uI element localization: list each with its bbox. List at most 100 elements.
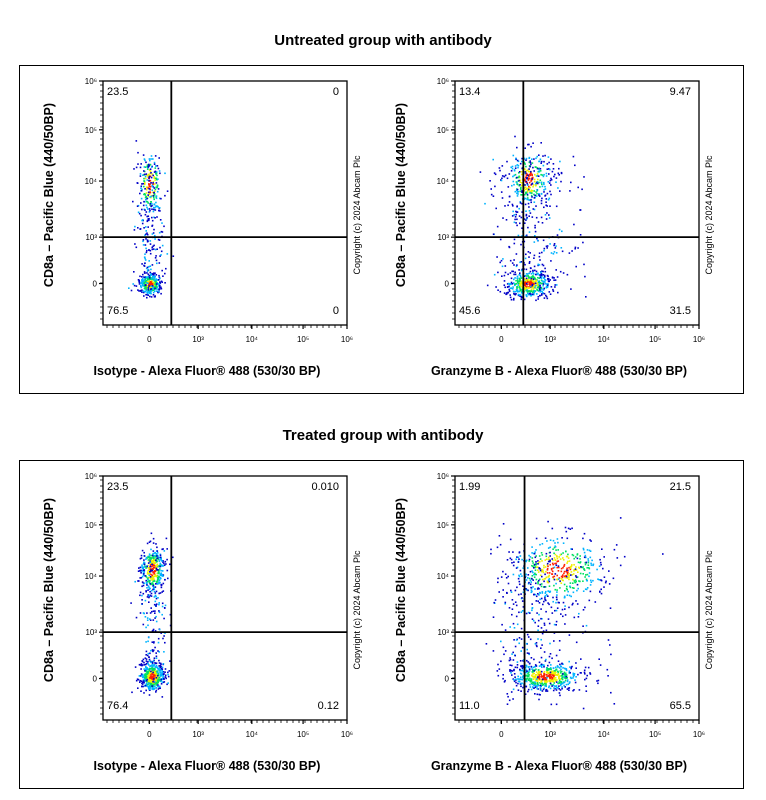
data-point <box>547 669 550 671</box>
data-point <box>527 636 530 638</box>
data-point <box>527 290 529 292</box>
data-point <box>530 581 532 583</box>
data-point <box>532 185 534 188</box>
data-point <box>548 580 551 583</box>
data-point <box>521 558 523 561</box>
data-point <box>154 290 156 292</box>
data-point <box>155 657 158 659</box>
data-point <box>501 175 504 177</box>
data-point <box>142 174 144 176</box>
data-point <box>528 261 531 263</box>
data-point <box>525 665 528 667</box>
data-point <box>144 194 147 196</box>
data-point <box>507 273 509 276</box>
data-point <box>529 556 532 558</box>
data-point <box>545 294 547 297</box>
data-point <box>154 630 157 632</box>
x-tick-label: 0 <box>499 335 504 344</box>
data-point <box>574 681 577 684</box>
data-point <box>493 601 495 604</box>
data-point <box>575 600 577 602</box>
data-point <box>530 192 532 194</box>
data-point <box>518 172 520 174</box>
data-point <box>149 561 152 564</box>
data-point <box>527 293 530 296</box>
data-point <box>556 574 558 577</box>
data-point <box>531 278 534 281</box>
data-point <box>546 667 548 669</box>
data-point <box>139 192 141 195</box>
data-point <box>528 272 531 275</box>
data-point <box>521 202 523 205</box>
data-point <box>606 668 609 671</box>
data-point <box>154 209 157 211</box>
data-point <box>537 563 539 565</box>
data-point <box>157 685 159 688</box>
data-point <box>524 235 527 237</box>
data-point <box>159 556 162 559</box>
data-point <box>507 291 510 294</box>
data-point <box>140 286 143 289</box>
data-point <box>526 659 528 662</box>
data-point <box>536 685 538 688</box>
data-point <box>166 253 169 255</box>
data-point <box>159 669 162 671</box>
data-point <box>492 650 495 652</box>
data-point <box>563 684 565 687</box>
data-point <box>146 573 149 575</box>
data-point <box>526 191 529 193</box>
data-point <box>592 564 594 567</box>
data-point <box>559 190 561 192</box>
data-point <box>529 677 531 680</box>
data-point <box>133 229 136 231</box>
data-point <box>526 675 529 677</box>
data-point <box>535 537 538 540</box>
data-point <box>511 203 514 206</box>
data-point <box>149 558 152 560</box>
data-point <box>537 619 540 622</box>
data-point <box>553 640 555 642</box>
data-point <box>538 661 541 664</box>
data-point <box>146 232 148 234</box>
data-point <box>155 603 158 605</box>
data-point <box>153 198 155 201</box>
data-point <box>540 173 542 176</box>
data-points <box>130 532 174 698</box>
data-point <box>551 680 554 683</box>
data-point <box>542 274 545 276</box>
data-point <box>149 163 152 166</box>
data-point <box>531 183 533 186</box>
data-point <box>526 173 528 176</box>
data-point <box>521 182 523 184</box>
data-point <box>519 569 522 572</box>
data-point <box>521 296 524 299</box>
data-point <box>485 643 488 645</box>
data-point <box>605 580 607 583</box>
data-point <box>520 669 523 672</box>
data-point <box>150 155 153 157</box>
data-point <box>511 653 513 655</box>
data-point <box>534 675 537 678</box>
data-point <box>165 267 167 270</box>
data-point <box>547 590 549 592</box>
data-point <box>525 294 528 296</box>
data-point <box>144 599 147 602</box>
data-point <box>567 574 569 576</box>
data-point <box>506 286 509 288</box>
data-point <box>145 247 147 250</box>
data-point <box>530 589 533 591</box>
data-point <box>528 206 530 208</box>
data-point <box>536 680 538 682</box>
data-point <box>562 272 565 274</box>
data-point <box>556 557 559 560</box>
data-point <box>543 292 546 295</box>
data-point <box>536 155 538 158</box>
data-point <box>540 627 543 629</box>
data-point <box>532 208 535 210</box>
data-point <box>537 676 539 678</box>
data-point <box>155 566 157 569</box>
data-point <box>538 678 541 680</box>
data-point <box>538 283 540 285</box>
data-point <box>527 661 530 663</box>
